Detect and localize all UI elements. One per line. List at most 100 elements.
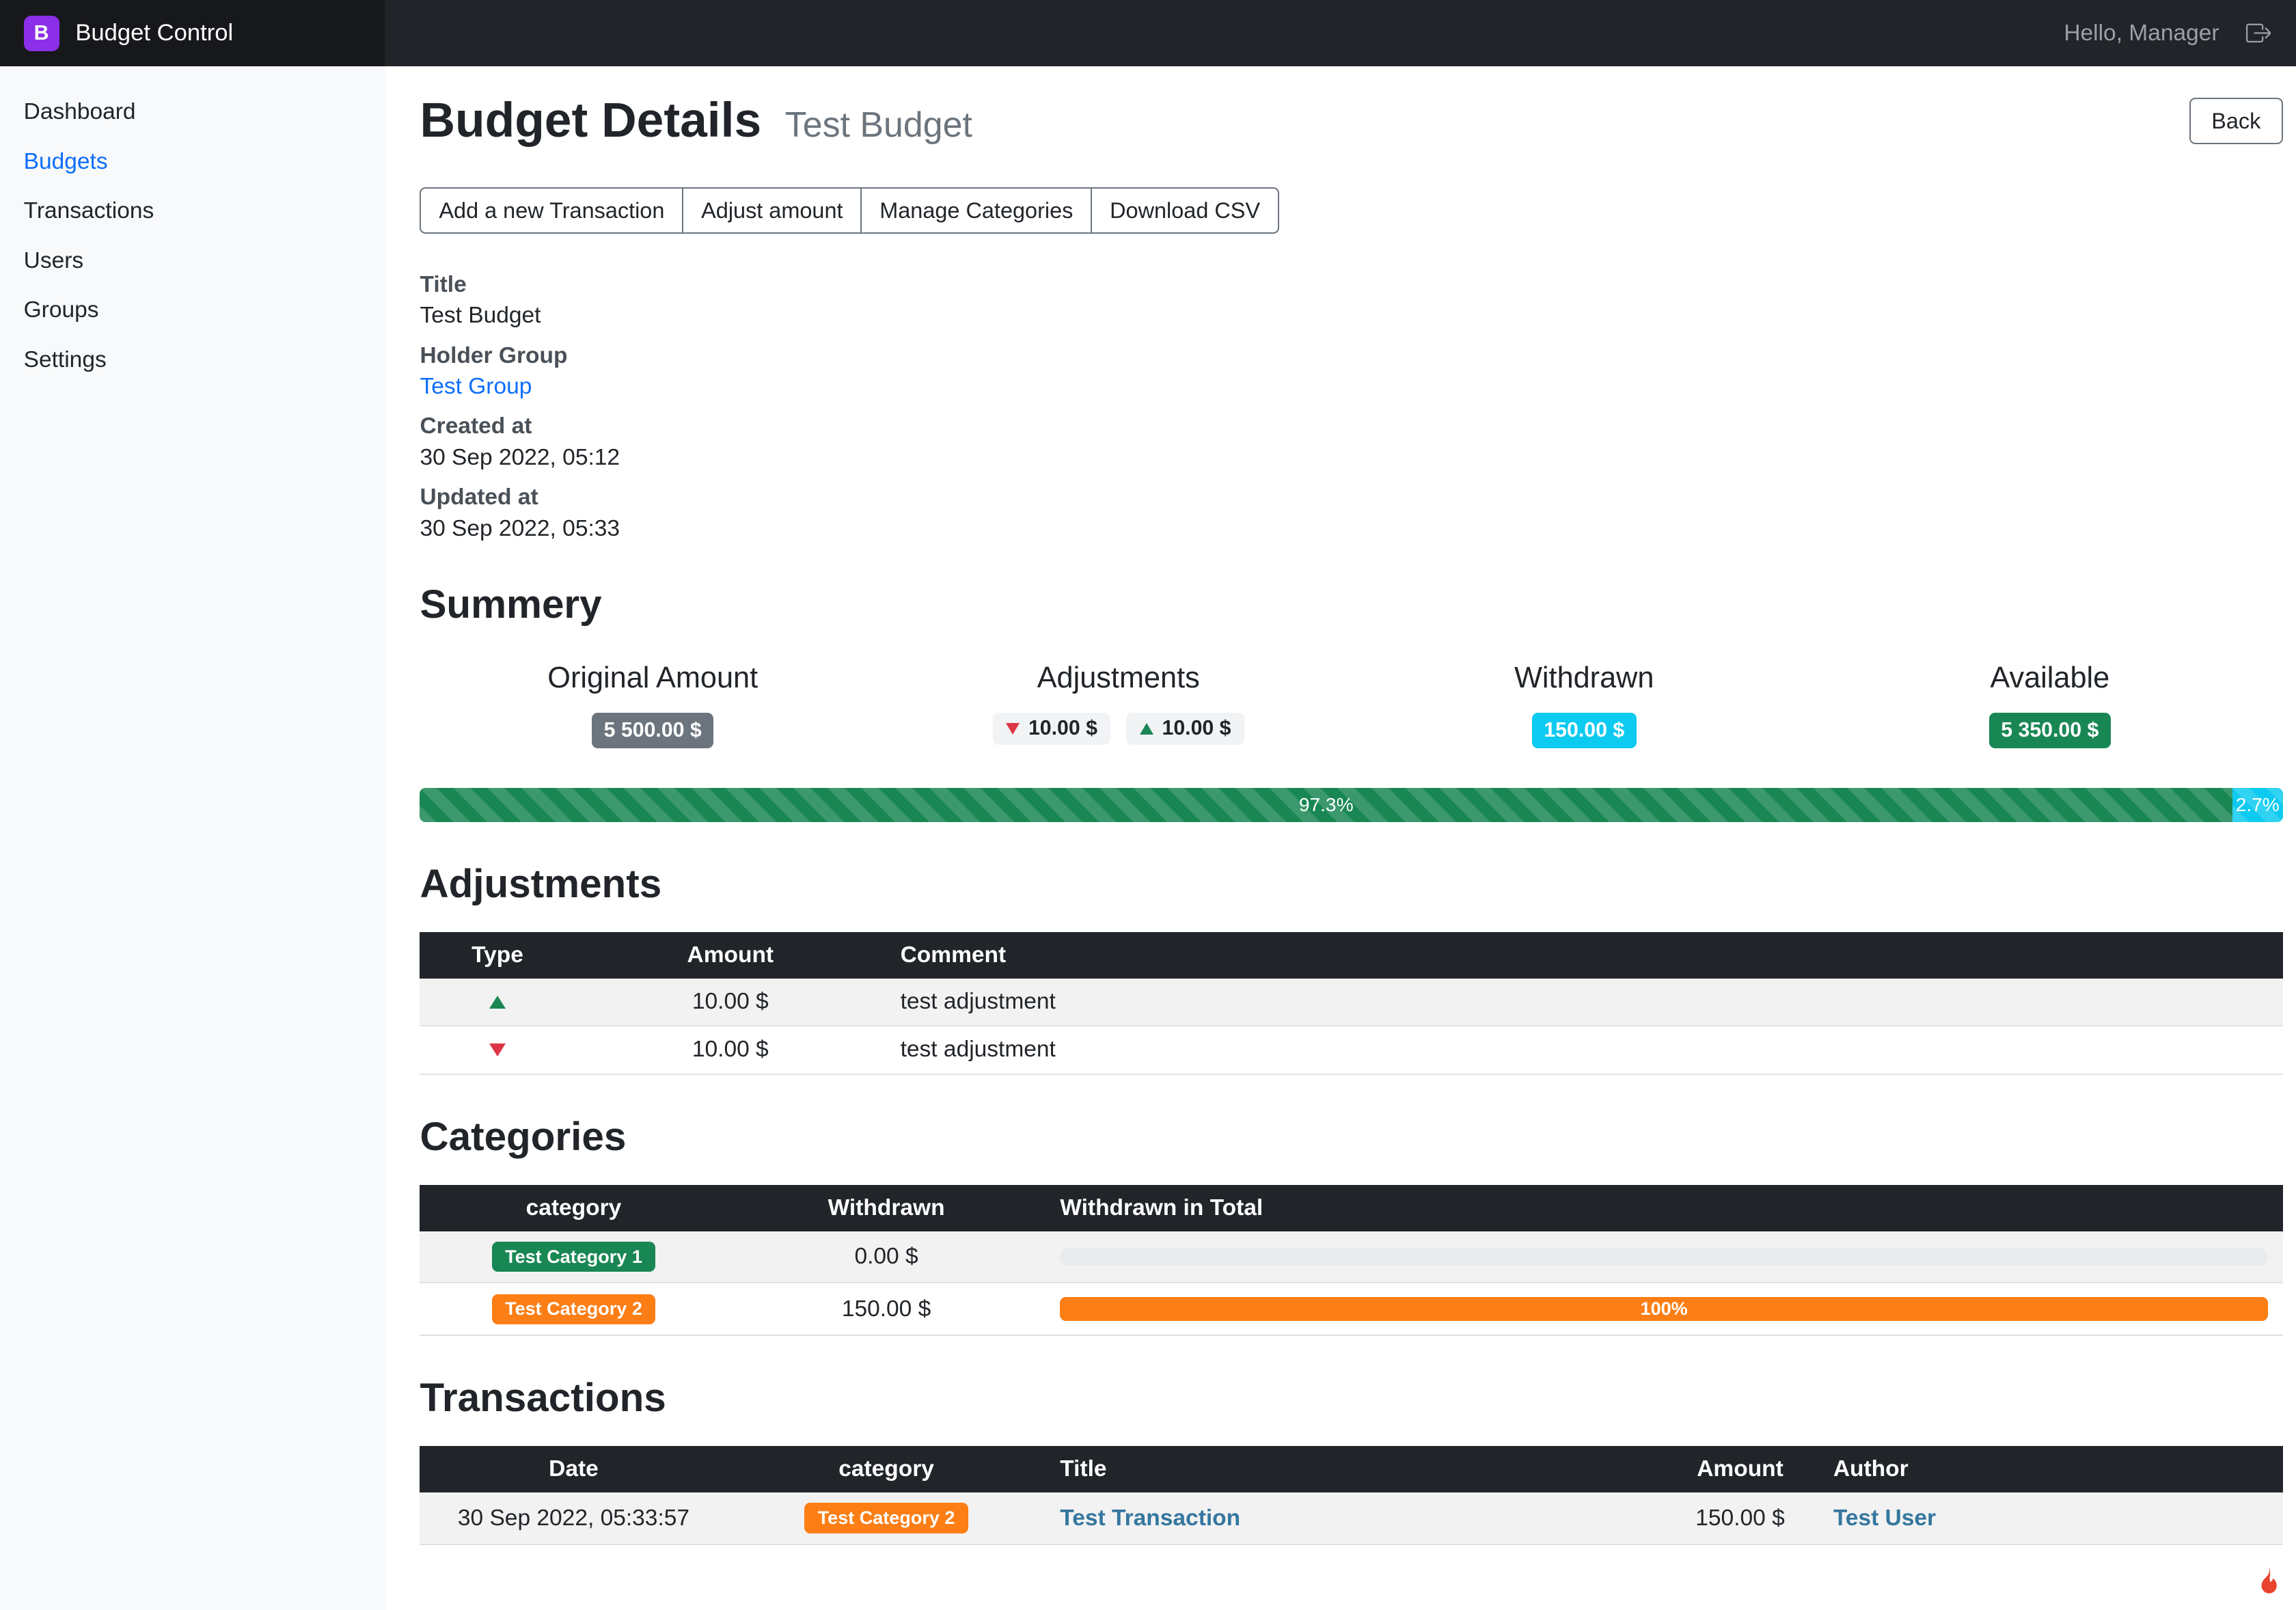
adjustments-header-row: Type Amount Comment — [420, 931, 2283, 979]
summary-original-label: Original Amount — [547, 661, 758, 694]
category-withdrawn: 0.00 $ — [727, 1231, 1046, 1284]
detail-created-at: Created at 30 Sep 2022, 05:12 — [420, 412, 2282, 472]
summary-adjustments: Adjustments 10.00 $ 10.00 $ — [886, 661, 1352, 748]
categories-heading: Categories — [420, 1114, 627, 1159]
sidebar-item-dashboard[interactable]: Dashboard — [23, 98, 136, 124]
adjustment-decrease-value: 10.00 $ — [1028, 717, 1097, 740]
column-header-category: category — [420, 1184, 728, 1231]
adjustment-row: 10.00 $ test adjustment — [420, 979, 2283, 1027]
category-withdrawn: 150.00 $ — [727, 1283, 1046, 1337]
main-content: Budget Details Test Budget Back Add a ne… — [384, 66, 2296, 1610]
column-header-withdrawn: Withdrawn — [727, 1184, 1046, 1231]
adjustments-table: Type Amount Comment 10.00 $ test adjustm… — [420, 931, 2283, 1075]
topbar-right: Hello, Manager — [384, 0, 2296, 67]
budget-action-group: Add a new Transaction Adjust amount Mana… — [420, 187, 1280, 234]
adjust-amount-button[interactable]: Adjust amount — [682, 187, 862, 234]
column-header-comment: Comment — [885, 931, 2283, 979]
user-greeting: Hello, Manager — [2064, 20, 2219, 46]
brand-home-link[interactable]: B Budget Control — [0, 0, 385, 67]
page-header: Budget Details Test Budget Back — [420, 92, 2283, 150]
detail-holder-group: Holder Group Test Group — [420, 342, 2282, 401]
category-row: Test Category 2 150.00 $ 100% — [420, 1283, 2283, 1337]
category-badge: Test Category 1 — [491, 1241, 656, 1272]
progress-withdrawn-segment: 2.7% — [2232, 788, 2283, 822]
page-subtitle: Test Budget — [784, 105, 972, 146]
detail-value: 30 Sep 2022, 05:12 — [420, 444, 620, 470]
available-badge: 5 350.00 $ — [1988, 712, 2111, 748]
categories-table: category Withdrawn Withdrawn in Total Te… — [420, 1184, 2283, 1337]
decrease-icon — [489, 1043, 506, 1056]
column-header-type: Type — [420, 931, 575, 979]
column-header-author: Author — [1818, 1445, 2283, 1493]
adjustment-increase-pill: 10.00 $ — [1126, 712, 1244, 746]
brand-name: Budget Control — [75, 20, 234, 46]
detail-label: Updated at — [420, 485, 538, 510]
sidebar-item-groups[interactable]: Groups — [23, 297, 99, 323]
summary-original: Original Amount 5 500.00 $ — [420, 661, 886, 748]
download-csv-button[interactable]: Download CSV — [1091, 187, 1280, 234]
adjustment-decrease-pill: 10.00 $ — [992, 712, 1111, 746]
summary-row: Original Amount 5 500.00 $ Adjustments 1… — [420, 661, 2282, 748]
progress-available-label: 97.3% — [1298, 793, 1354, 815]
detail-value: Test Budget — [420, 303, 541, 329]
column-header-withdrawn-total: Withdrawn in Total — [1045, 1184, 2283, 1231]
original-amount-badge: 5 500.00 $ — [592, 712, 714, 748]
detail-label: Created at — [420, 413, 532, 439]
transaction-date: 30 Sep 2022, 05:33:57 — [420, 1492, 728, 1545]
top-navbar: B Budget Control Hello, Manager — [0, 0, 2296, 67]
category-badge: Test Category 2 — [491, 1294, 656, 1324]
summary-adjustments-label: Adjustments — [1037, 661, 1200, 694]
category-progress-fill: 100% — [1060, 1297, 2268, 1322]
withdrawn-badge: 150.00 $ — [1532, 712, 1637, 748]
sidebar-item-budgets[interactable]: Budgets — [23, 148, 108, 174]
adjustment-comment: test adjustment — [885, 1026, 2283, 1075]
sidebar-item-users[interactable]: Users — [23, 247, 84, 273]
adjustment-comment: test adjustment — [885, 979, 2283, 1027]
summary-available-label: Available — [1990, 661, 2110, 694]
codeigniter-flame-icon — [2258, 1567, 2280, 1602]
increase-icon — [1139, 723, 1153, 735]
transaction-title-link[interactable]: Test Transaction — [1060, 1505, 1241, 1531]
back-button[interactable]: Back — [2189, 98, 2283, 144]
add-transaction-button[interactable]: Add a new Transaction — [420, 187, 684, 234]
adjustment-amount: 10.00 $ — [575, 979, 886, 1027]
sidebar-item-settings[interactable]: Settings — [23, 346, 107, 372]
transactions-table: Date category Title Amount Author 30 Sep… — [420, 1445, 2283, 1545]
increase-icon — [489, 996, 506, 1009]
sidebar-item-transactions[interactable]: Transactions — [23, 198, 154, 224]
holder-group-link[interactable]: Test Group — [420, 374, 532, 400]
transaction-author-link[interactable]: Test User — [1833, 1505, 1937, 1531]
column-header-category: category — [727, 1445, 1046, 1493]
detail-label: Title — [420, 271, 467, 297]
column-header-amount: Amount — [1661, 1445, 1819, 1493]
transaction-category-badge: Test Category 2 — [804, 1503, 968, 1533]
budget-details-list: Title Test Budget Holder Group Test Grou… — [420, 271, 2282, 543]
transaction-row: 30 Sep 2022, 05:33:57 Test Category 2 Te… — [420, 1492, 2283, 1545]
category-progress-bar: 100% — [1060, 1297, 2268, 1322]
summary-withdrawn-label: Withdrawn — [1514, 661, 1654, 694]
detail-label: Holder Group — [420, 342, 568, 368]
adjustment-amount: 10.00 $ — [575, 1026, 886, 1075]
transaction-amount: 150.00 $ — [1661, 1492, 1819, 1545]
decrease-icon — [1005, 722, 1020, 735]
column-header-title: Title — [1045, 1445, 1662, 1493]
detail-updated-at: Updated at 30 Sep 2022, 05:33 — [420, 483, 2282, 543]
detail-value: 30 Sep 2022, 05:33 — [420, 515, 620, 541]
sidebar: Dashboard Budgets Transactions Users Gro… — [0, 66, 385, 1610]
progress-available-segment: 97.3% — [420, 788, 2232, 822]
progress-withdrawn-label: 2.7% — [2235, 793, 2280, 815]
detail-title: Title Test Budget — [420, 271, 2282, 330]
page-title: Budget Details — [420, 93, 762, 148]
column-header-date: Date — [420, 1445, 728, 1493]
adjustments-heading: Adjustments — [420, 862, 662, 907]
summary-withdrawn: Withdrawn 150.00 $ — [1352, 661, 1818, 748]
budget-progress-bar: 97.3% 2.7% — [420, 788, 2283, 822]
category-progress-bar — [1060, 1248, 2268, 1266]
adjustment-increase-value: 10.00 $ — [1162, 717, 1231, 740]
app-logo-icon: B — [23, 15, 59, 51]
category-row: Test Category 1 0.00 $ — [420, 1231, 2283, 1284]
manage-categories-button[interactable]: Manage Categories — [860, 187, 1093, 234]
transactions-heading: Transactions — [420, 1376, 666, 1421]
logout-icon[interactable] — [2245, 21, 2271, 46]
